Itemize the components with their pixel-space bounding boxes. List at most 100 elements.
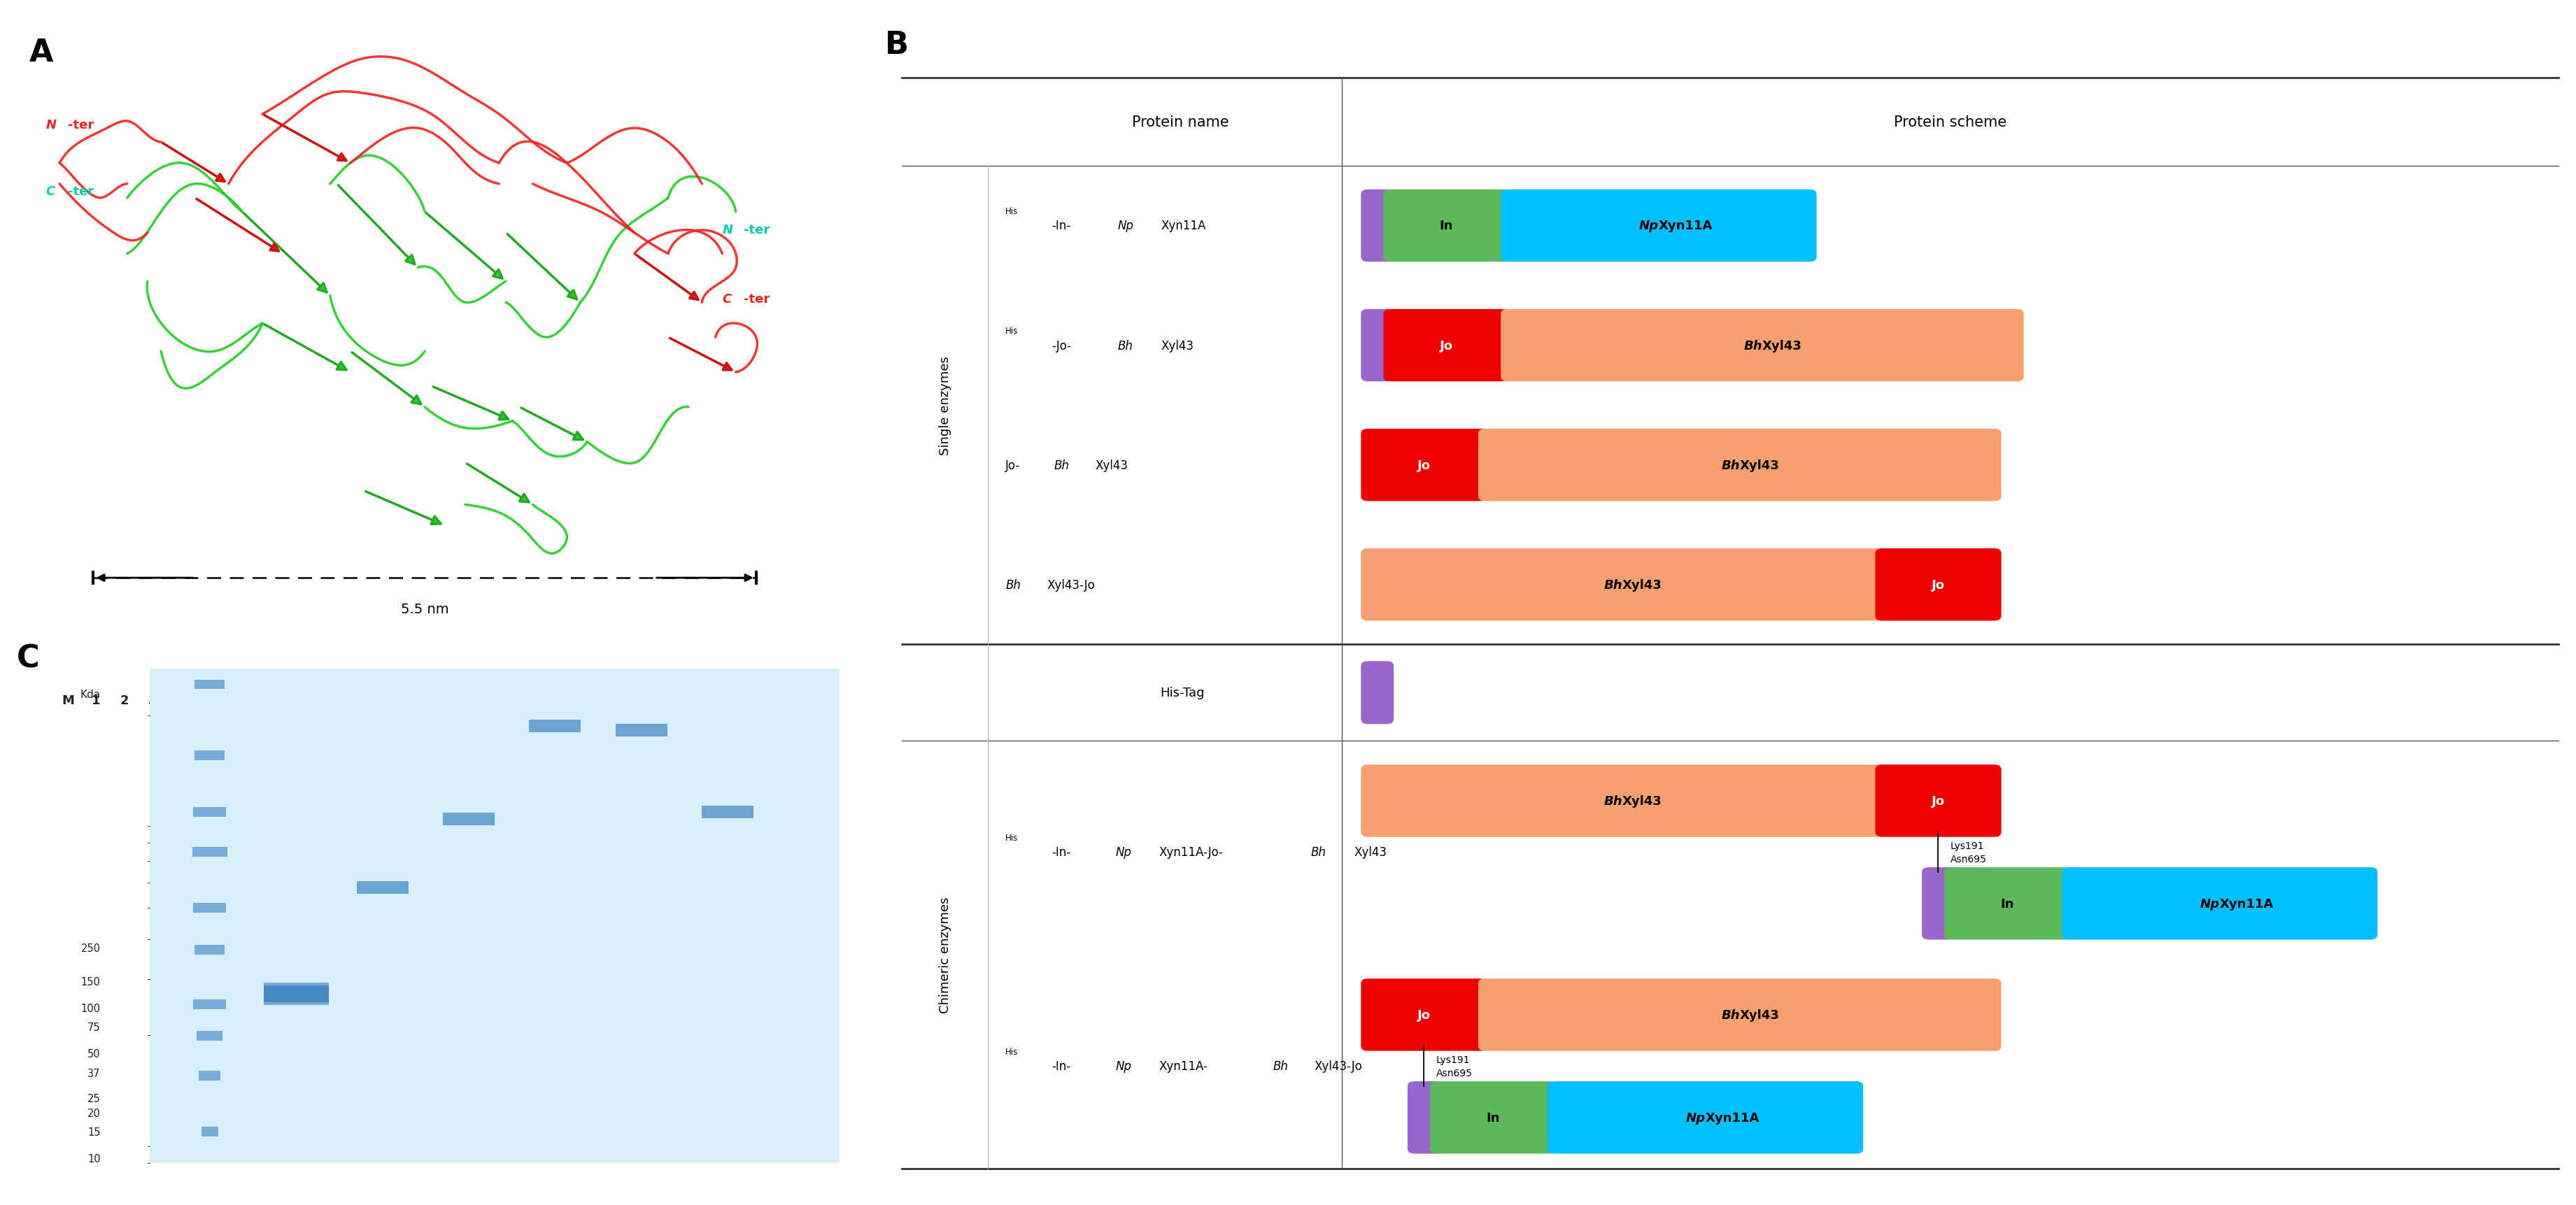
Text: C: C (18, 643, 39, 674)
FancyBboxPatch shape (1360, 190, 1394, 263)
Text: Chimeric enzymes: Chimeric enzymes (938, 897, 951, 1013)
FancyBboxPatch shape (1479, 429, 2002, 501)
FancyBboxPatch shape (1875, 548, 2002, 621)
Text: -In-: -In- (1051, 846, 1072, 859)
Text: Xyl43-Jo: Xyl43-Jo (1046, 578, 1095, 592)
Text: 25: 25 (88, 1093, 100, 1104)
Text: N: N (46, 119, 57, 131)
FancyBboxPatch shape (1945, 868, 2071, 940)
Text: 20: 20 (88, 1109, 100, 1118)
Text: 37: 37 (88, 1068, 100, 1078)
FancyBboxPatch shape (2061, 868, 2378, 940)
Text: -Jo-: -Jo- (1051, 340, 1072, 352)
Text: 250: 250 (80, 944, 100, 953)
Text: N: N (721, 223, 732, 236)
FancyBboxPatch shape (1360, 978, 1486, 1051)
FancyBboxPatch shape (1360, 548, 1883, 621)
Text: Xyl43: Xyl43 (1739, 1009, 1780, 1021)
Text: Jo: Jo (1932, 578, 1945, 592)
Text: Bh: Bh (1605, 794, 1623, 807)
Text: 5: 5 (204, 694, 214, 706)
Text: Protein name: Protein name (1131, 116, 1229, 129)
Text: Jo: Jo (1440, 340, 1453, 352)
Text: 100: 100 (80, 1003, 100, 1013)
FancyBboxPatch shape (1502, 310, 2025, 382)
FancyBboxPatch shape (1875, 765, 2002, 837)
FancyBboxPatch shape (1430, 1081, 1556, 1153)
Text: His: His (1005, 207, 1018, 216)
FancyBboxPatch shape (1360, 662, 1394, 724)
Text: Np: Np (1115, 846, 1131, 859)
Text: 3: 3 (147, 694, 157, 706)
Text: -In-: -In- (1051, 219, 1072, 233)
Text: -ter: -ter (744, 223, 770, 236)
FancyBboxPatch shape (1383, 190, 1510, 263)
Text: 4: 4 (175, 694, 185, 706)
Text: -In-: -In- (1051, 1060, 1072, 1072)
Text: Bh: Bh (1118, 340, 1133, 352)
Text: M: M (62, 694, 75, 706)
Text: His: His (1005, 834, 1018, 842)
FancyBboxPatch shape (1502, 190, 1816, 263)
Text: Single enzymes: Single enzymes (938, 355, 951, 455)
Text: C: C (46, 186, 54, 198)
Text: Np: Np (1685, 1111, 1705, 1124)
Text: Bh: Bh (1744, 340, 1762, 352)
Text: Xyn11A-: Xyn11A- (1159, 1060, 1208, 1072)
Text: Xyl43: Xyl43 (1162, 340, 1193, 352)
Text: Bh: Bh (1273, 1060, 1288, 1072)
Text: A: A (28, 39, 54, 69)
Text: -ter: -ter (744, 293, 770, 306)
FancyBboxPatch shape (1360, 429, 1486, 501)
Text: His-Tag: His-Tag (1159, 687, 1206, 699)
Text: Np: Np (1638, 219, 1659, 233)
Text: Jo-: Jo- (1005, 459, 1020, 471)
Text: Xyl43: Xyl43 (1095, 459, 1128, 471)
Text: Jo: Jo (1417, 459, 1430, 471)
Text: In: In (1440, 219, 1453, 233)
Text: Xyl43: Xyl43 (1623, 794, 1662, 807)
Text: His: His (1005, 1047, 1018, 1057)
FancyBboxPatch shape (1360, 310, 1394, 382)
FancyBboxPatch shape (1360, 765, 1883, 837)
Text: 50: 50 (88, 1048, 100, 1059)
Text: Np: Np (1118, 219, 1133, 233)
FancyBboxPatch shape (1922, 868, 1955, 940)
Text: 5.5 nm: 5.5 nm (402, 602, 448, 616)
Text: Xyn11A: Xyn11A (1659, 219, 1713, 233)
FancyBboxPatch shape (1548, 1081, 1862, 1153)
Text: 6: 6 (232, 694, 240, 706)
Text: His: His (1005, 327, 1018, 336)
Text: Asn695: Asn695 (1950, 854, 1986, 864)
Text: Xyl43: Xyl43 (1355, 846, 1386, 859)
Text: Protein scheme: Protein scheme (1893, 116, 2007, 129)
Text: 150: 150 (80, 976, 100, 987)
Text: Jo: Jo (1417, 1009, 1430, 1021)
FancyBboxPatch shape (1383, 310, 1510, 382)
Text: 15: 15 (88, 1127, 100, 1138)
Text: -ter: -ter (67, 186, 93, 198)
Text: Asn695: Asn695 (1435, 1068, 1473, 1077)
Text: In: In (2002, 898, 2014, 910)
Text: Lys191: Lys191 (1435, 1054, 1471, 1064)
Text: Kda: Kda (80, 689, 100, 700)
Text: Xyl43: Xyl43 (1762, 340, 1803, 352)
Text: -ter: -ter (67, 119, 93, 131)
Text: Xyl43: Xyl43 (1623, 578, 1662, 592)
Text: Xyn11A-Jo-: Xyn11A-Jo- (1159, 846, 1224, 859)
Text: C: C (721, 293, 732, 306)
Text: Xyn11A: Xyn11A (2221, 898, 2275, 910)
Text: B: B (884, 30, 909, 60)
Text: 1: 1 (93, 694, 100, 706)
Text: 2: 2 (121, 694, 129, 706)
Text: Bh: Bh (1054, 459, 1069, 471)
Text: Xyl43: Xyl43 (1739, 459, 1780, 471)
Text: Xyl43-Jo: Xyl43-Jo (1314, 1060, 1363, 1072)
Text: Bh: Bh (1005, 578, 1020, 592)
Text: Bh: Bh (1605, 578, 1623, 592)
Text: Xyn11A: Xyn11A (1162, 219, 1206, 233)
FancyBboxPatch shape (1406, 1081, 1440, 1153)
Text: 75: 75 (88, 1022, 100, 1033)
Text: 10: 10 (88, 1153, 100, 1164)
Text: Bh: Bh (1721, 1009, 1739, 1021)
